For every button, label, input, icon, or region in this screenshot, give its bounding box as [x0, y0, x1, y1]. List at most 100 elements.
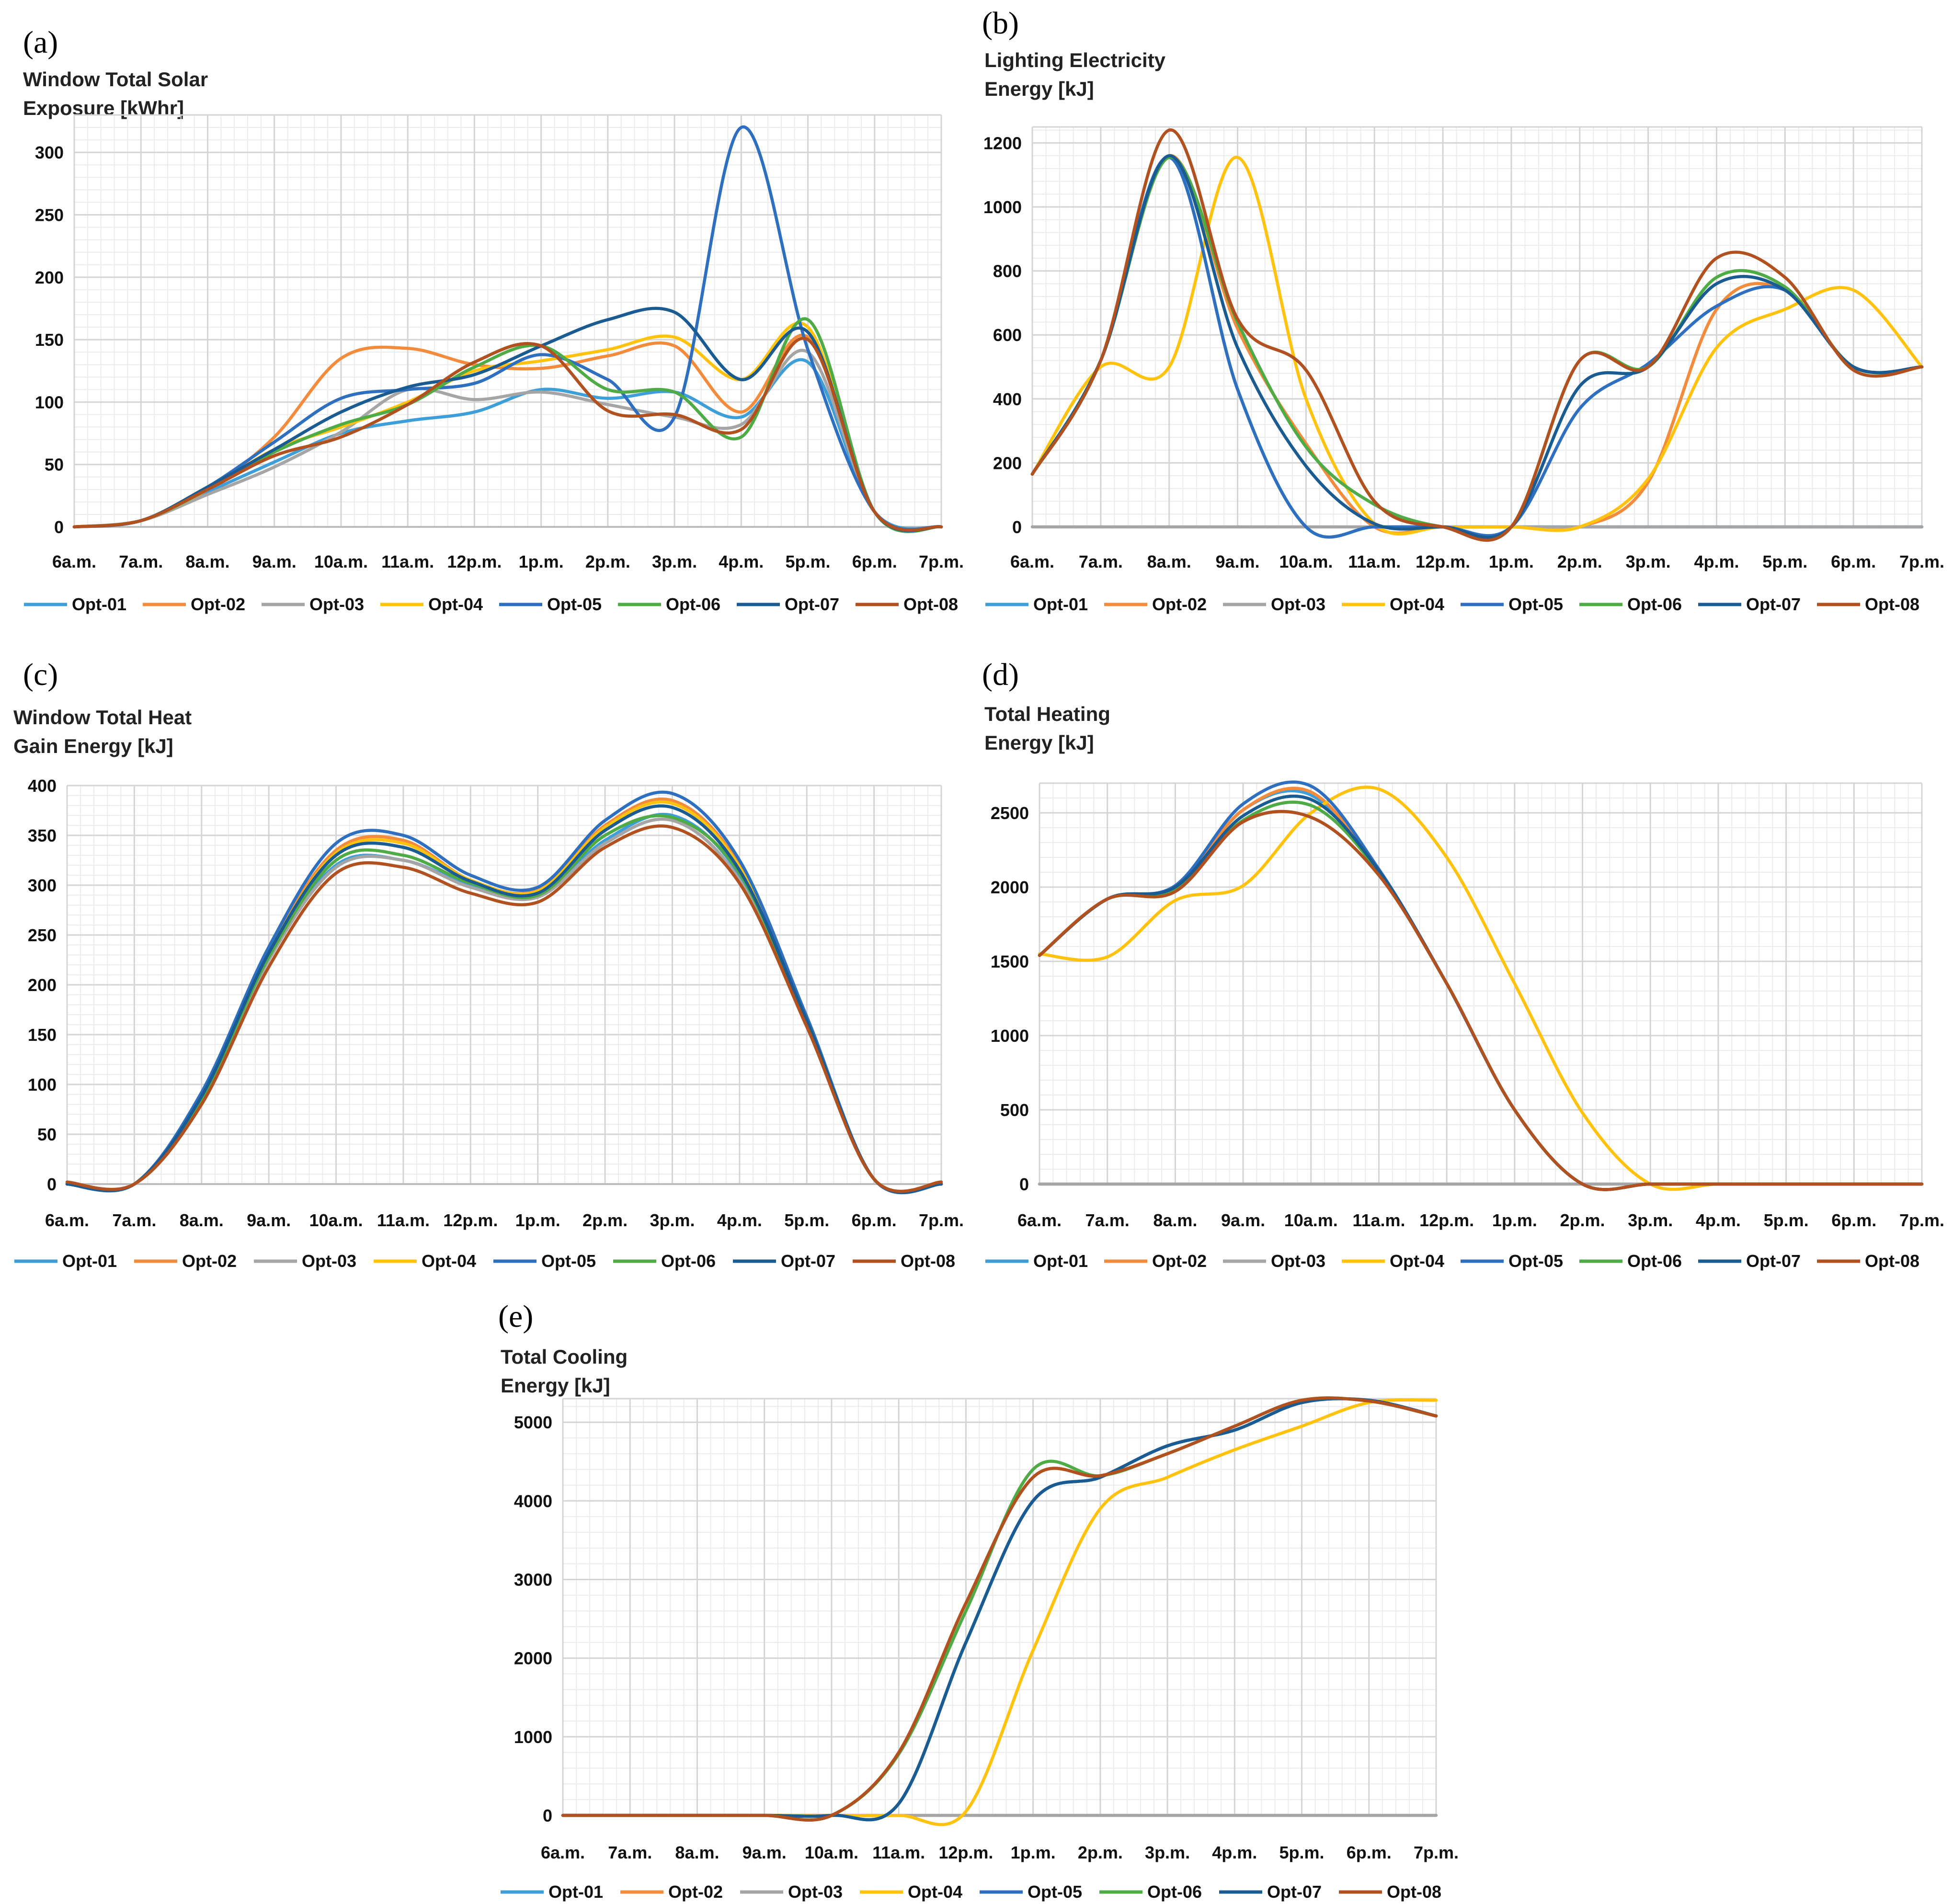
y-tick-label: 1000 — [983, 197, 1022, 217]
x-tick-label: 6a.m. — [1017, 1210, 1062, 1230]
y-tick-label: 2000 — [514, 1649, 552, 1668]
y-tick-label: 0 — [1012, 517, 1022, 537]
legend-label: Opt-04 — [908, 1882, 962, 1902]
legend-label: Opt-05 — [541, 1251, 596, 1271]
legend-label: Opt-02 — [1152, 594, 1207, 614]
legend: Opt-01 Opt-02 Opt-03 Opt-04 Opt-05 Opt-06 Opt-… — [501, 1882, 1441, 1902]
chart-panel-a: (a) Window Total Solar Exposure [kWhr] 0 50 1… — [23, 25, 964, 614]
y-tick-label: 50 — [45, 455, 64, 475]
y-tick-label: 2500 — [991, 803, 1029, 823]
y-tick-label: 2000 — [991, 878, 1029, 897]
chart-title-line: Window Total Solar — [23, 68, 208, 91]
x-tick-label: 7p.m. — [1899, 1210, 1944, 1230]
legend-label: Opt-08 — [1387, 1882, 1441, 1902]
x-tick-label: 3p.m. — [650, 1210, 695, 1230]
x-tick-label: 1p.m. — [515, 1210, 560, 1230]
chart-title-line: Exposure [kWhr] — [23, 97, 184, 119]
legend: Opt-01 Opt-02 Opt-03 Opt-04 Opt-05 Opt-06 Opt-… — [24, 594, 958, 614]
x-tick-label: 7a.m. — [112, 1210, 156, 1230]
x-tick-label: 5p.m. — [1279, 1843, 1325, 1862]
y-tick-label: 1500 — [991, 952, 1029, 971]
legend-label: Opt-01 — [72, 594, 126, 614]
x-tick-label: 6p.m. — [1831, 552, 1876, 571]
x-tick-label: 6p.m. — [1347, 1843, 1392, 1862]
legend-label: Opt-05 — [1508, 1251, 1563, 1271]
legend-label: Opt-04 — [422, 1251, 476, 1271]
chart-title-line: Lighting Electricity — [984, 49, 1166, 71]
chart-panel-d: (d) Total Heating Energy [kJ] 0 500 1000 1500 2… — [982, 657, 1944, 1271]
x-tick-label: 8a.m. — [675, 1843, 719, 1862]
panel-label: (e) — [498, 1299, 533, 1334]
series-line-opt-01 — [1030, 156, 1924, 539]
series-line-opt-08 — [65, 824, 943, 1193]
x-tick-label: 5p.m. — [1764, 1210, 1809, 1230]
x-tick-label: 2p.m. — [582, 1210, 628, 1230]
y-tick-label: 5000 — [514, 1413, 552, 1432]
x-tick-label: 7a.m. — [1079, 552, 1123, 571]
y-tick-label: 350 — [28, 826, 57, 845]
chart-panel-c: (c) Window Total Heat Gain Energy [kJ] 0 50 1… — [13, 657, 964, 1271]
series-line-opt-01 — [72, 358, 943, 531]
legend: Opt-01 Opt-02 Opt-03 Opt-04 Opt-05 Opt-06 Opt-… — [985, 1251, 1919, 1271]
legend-label: Opt-04 — [1390, 1251, 1444, 1271]
y-tick-label: 200 — [28, 975, 57, 995]
chart-title-line: Energy [kJ] — [984, 78, 1094, 100]
x-tick-label: 1p.m. — [1011, 1843, 1056, 1862]
series-line-opt-06 — [1038, 800, 1924, 1191]
x-tick-label: 9a.m. — [742, 1843, 787, 1862]
series-line-opt-02 — [561, 1396, 1438, 1822]
x-tick-label: 11a.m. — [872, 1843, 925, 1862]
legend-label: Opt-01 — [1033, 1251, 1088, 1271]
legend-label: Opt-05 — [1028, 1882, 1082, 1902]
x-tick-label: 3p.m. — [652, 552, 697, 571]
series-line-opt-08 — [72, 337, 943, 532]
x-tick-label: 11a.m. — [1352, 1210, 1405, 1230]
legend-label: Opt-03 — [1271, 1251, 1325, 1271]
chart-title-line: Gain Energy [kJ] — [13, 735, 173, 757]
x-tick-label: 9a.m. — [247, 1210, 291, 1230]
legend-label: Opt-06 — [1627, 1251, 1682, 1271]
panel-label: (a) — [23, 25, 58, 60]
series-lines — [561, 1396, 1438, 1826]
chart-title-line: Energy [kJ] — [984, 731, 1094, 754]
legend-label: Opt-06 — [1627, 594, 1682, 614]
x-tick-label: 12p.m. — [443, 1210, 498, 1230]
series-line-opt-02 — [1030, 154, 1924, 535]
legend-label: Opt-02 — [191, 594, 245, 614]
x-tick-label: 4p.m. — [1696, 1210, 1741, 1230]
x-tick-label: 8a.m. — [1153, 1210, 1197, 1230]
x-tick-label: 6p.m. — [1831, 1210, 1876, 1230]
series-line-opt-07 — [65, 804, 943, 1194]
gridlines — [1039, 782, 1923, 1185]
y-tick-label: 150 — [28, 1025, 57, 1045]
legend-label: Opt-08 — [1865, 1251, 1919, 1271]
series-line-opt-04 — [561, 1398, 1438, 1826]
y-tick-label: 0 — [47, 1174, 57, 1194]
chart-title-line: Total Cooling — [501, 1345, 628, 1368]
x-tick-label: 9a.m. — [1216, 552, 1260, 571]
series-line-opt-06 — [72, 317, 943, 533]
x-tick-label: 10a.m. — [1284, 1210, 1338, 1230]
legend-label: Opt-07 — [781, 1251, 835, 1271]
y-tick-label: 100 — [28, 1075, 57, 1095]
x-tick-label: 2p.m. — [1078, 1843, 1123, 1862]
y-tick-label: 300 — [35, 143, 64, 162]
legend: Opt-01 Opt-02 Opt-03 Opt-04 Opt-05 Opt-06 Opt-… — [985, 594, 1919, 614]
legend-label: Opt-05 — [547, 594, 602, 614]
legend-label: Opt-06 — [1147, 1882, 1202, 1902]
series-line-opt-06 — [65, 814, 943, 1194]
x-tick-label: 2p.m. — [585, 552, 630, 571]
series-line-opt-01 — [1038, 789, 1924, 1191]
legend-label: Opt-03 — [302, 1251, 356, 1271]
chart-panel-b: (b) Lighting Electricity Energy [kJ] 0 200 40… — [982, 6, 1944, 614]
x-tick-label: 1p.m. — [1489, 552, 1534, 571]
x-tick-label: 11a.m. — [1348, 552, 1401, 571]
legend-label: Opt-06 — [661, 1251, 716, 1271]
chart-title-line: Energy [kJ] — [501, 1374, 610, 1397]
series-lines — [72, 125, 943, 533]
x-tick-label: 7p.m. — [919, 1210, 964, 1230]
x-tick-label: 3p.m. — [1145, 1843, 1190, 1862]
legend-label: Opt-02 — [182, 1251, 237, 1271]
y-tick-label: 100 — [35, 392, 64, 412]
y-tick-label: 250 — [35, 205, 64, 225]
